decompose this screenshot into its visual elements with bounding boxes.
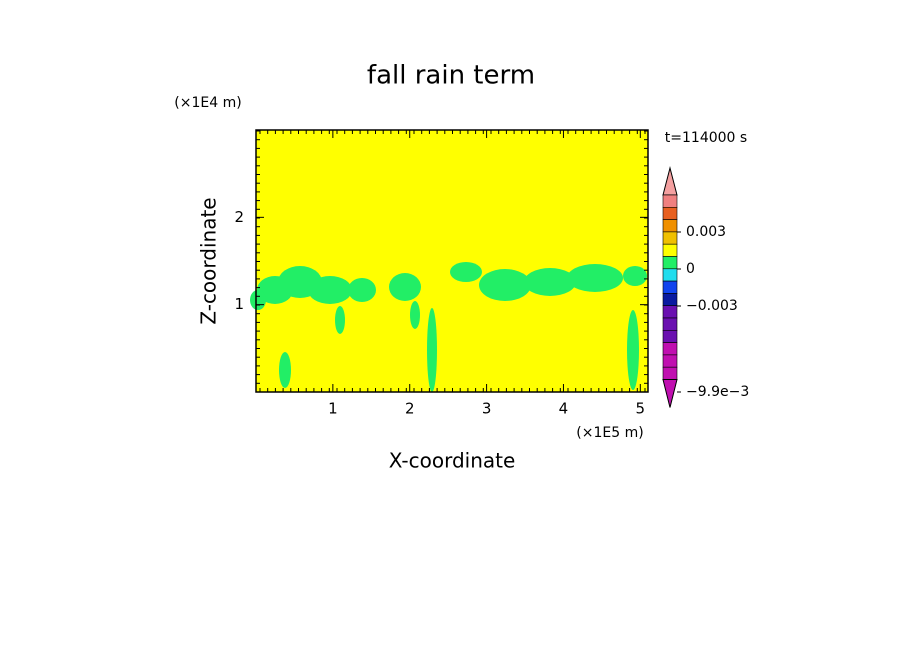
x-tick-label: 2: [405, 400, 415, 418]
y-tick-label: 2: [234, 208, 244, 226]
y-unit: (×1E4 m): [174, 95, 241, 111]
feature: [627, 310, 639, 390]
colorbar-label: −9.9e−3: [686, 384, 749, 400]
colorbar-extend: [662, 379, 678, 408]
colorbar-box: [662, 219, 678, 233]
y-axis-title: Z-coordinate: [197, 197, 221, 324]
y-tick-label: 1: [234, 295, 244, 313]
contour-field: [250, 130, 648, 392]
colorbar-box: [662, 256, 678, 270]
x-tick-label: 1: [328, 400, 338, 418]
colorbar-box: [662, 194, 678, 208]
colorbar-box: [662, 354, 678, 368]
colorbar-box: [662, 207, 678, 220]
x-tick-label: 3: [482, 400, 492, 418]
time-label: t=114000 s: [665, 130, 747, 146]
colorbar-label: 0: [686, 261, 695, 277]
feature: [279, 352, 291, 388]
colorbar-box: [662, 366, 678, 380]
feature: [479, 269, 531, 301]
feature: [567, 264, 623, 292]
feature: [410, 301, 420, 329]
x-tick-label: 4: [559, 400, 569, 418]
feature: [335, 306, 345, 334]
colorbar-box: [662, 329, 678, 343]
feature: [427, 308, 437, 392]
x-axis-title: X-coordinate: [389, 449, 516, 473]
colorbar-box: [662, 293, 678, 306]
colorbar-label: −0.003: [686, 298, 738, 314]
feature: [348, 278, 376, 302]
feature: [389, 273, 421, 301]
chart-title: fall rain term: [367, 61, 535, 91]
colorbar-box: [662, 268, 678, 282]
colorbar-box: [662, 317, 678, 331]
x-unit: (×1E5 m): [576, 425, 643, 441]
colorbar-extend: [662, 166, 678, 196]
field-background: [256, 130, 648, 392]
x-tick-label: 5: [636, 400, 646, 418]
colorbar-box: [662, 231, 678, 245]
feature: [623, 266, 647, 286]
feature: [450, 262, 482, 282]
colorbar-label: 0.003: [686, 224, 726, 240]
colorbar-box: [662, 305, 678, 319]
colorbar-box: [662, 280, 678, 294]
feature: [250, 290, 266, 310]
colorbar-box: [662, 342, 678, 356]
colorbar-box: [662, 243, 678, 257]
feature: [308, 276, 352, 304]
feature: [524, 268, 576, 296]
